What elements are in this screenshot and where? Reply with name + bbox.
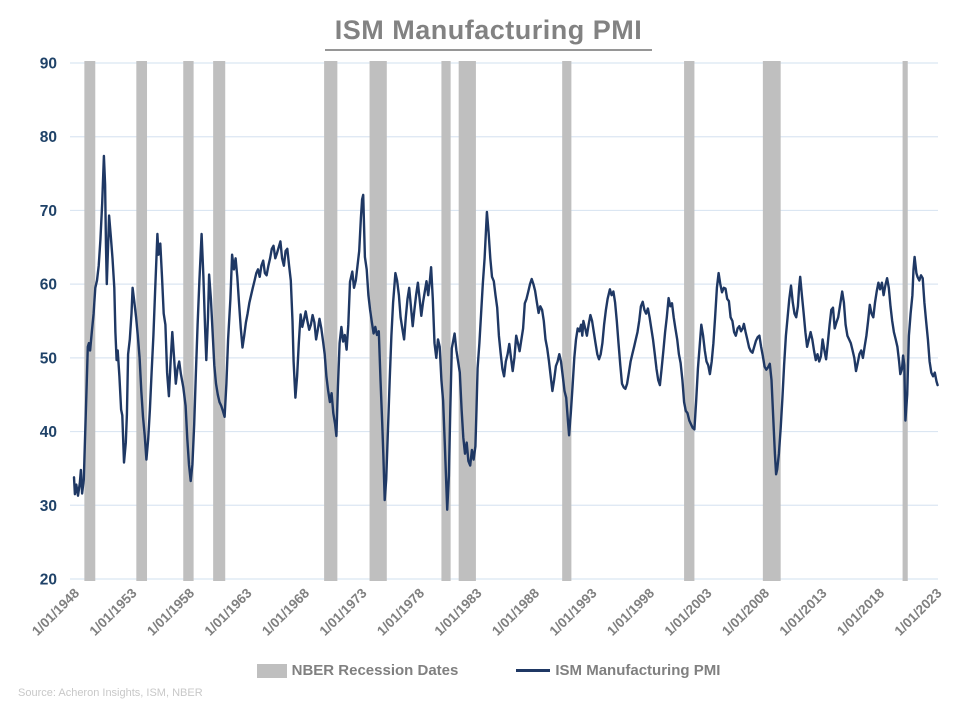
recession-band: [562, 61, 572, 581]
x-tick-label: 1/01/1968: [259, 585, 312, 638]
legend-label-recessions: NBER Recession Dates: [291, 662, 459, 679]
recession-band: [441, 61, 451, 581]
y-tick-label: 70: [40, 203, 57, 220]
pmi-line: [72, 154, 939, 511]
legend-item-pmi: ISM Manufacturing PMI: [516, 662, 720, 679]
x-tick-label: 1/01/1978: [374, 585, 427, 638]
x-tick-label: 1/01/2008: [719, 585, 772, 638]
y-tick-label: 90: [40, 56, 57, 73]
recession-band: [183, 61, 194, 581]
legend-item-recessions: NBER Recession Dates: [256, 662, 459, 679]
x-tick-label: 1/01/1998: [604, 585, 657, 638]
x-tick-label: 1/01/1983: [432, 585, 485, 638]
recession-band: [136, 61, 148, 581]
gridlines: [70, 62, 938, 580]
y-tick-label: 20: [40, 572, 57, 589]
recession-swatch-icon: [256, 663, 287, 678]
x-tick-label: 1/01/1958: [144, 585, 197, 638]
y-tick-label: 50: [40, 350, 57, 367]
recession-band: [213, 61, 226, 581]
recession-band: [762, 61, 781, 581]
recession-band: [324, 61, 338, 581]
x-tick-label: 1/01/1948: [29, 585, 82, 638]
recession-band: [458, 61, 476, 581]
x-tick-label: 1/01/1973: [317, 585, 370, 638]
legend-label-pmi: ISM Manufacturing PMI: [555, 662, 721, 679]
x-tick-label: 1/01/2018: [834, 585, 887, 638]
y-axis-labels: 90 80 70 60 50 40 30 20: [40, 56, 57, 589]
x-tick-label: 1/01/1993: [547, 585, 600, 638]
x-tick-label: 1/01/1963: [202, 585, 255, 638]
x-tick-label: 1/01/2013: [777, 585, 830, 638]
chart-title-text: ISM Manufacturing PMI: [324, 15, 653, 51]
recession-band: [902, 61, 908, 581]
y-tick-label: 30: [40, 498, 57, 515]
source-attribution: Source: Acheron Insights, ISM, NBER: [18, 687, 203, 699]
page-title: ISM Manufacturing PMI: [0, 10, 977, 51]
x-tick-label: 1/01/2003: [662, 585, 715, 638]
y-tick-label: 60: [40, 277, 57, 294]
pmi-line-series: [72, 154, 939, 511]
x-axis-labels: 1/01/1948 1/01/1953 1/01/1958 1/01/1963 1/01…: [29, 585, 945, 638]
x-tick-label: 1/01/1953: [87, 585, 140, 638]
recession-band: [84, 61, 96, 581]
x-tick-label: 1/01/2023: [892, 585, 945, 638]
y-tick-label: 40: [40, 424, 57, 441]
y-tick-label: 80: [40, 129, 57, 146]
pmi-line-swatch-icon: [516, 668, 551, 673]
recession-band: [684, 61, 695, 581]
legend: NBER Recession Dates ISM Manufacturing P…: [0, 662, 977, 679]
x-tick-label: 1/01/1988: [489, 585, 542, 638]
